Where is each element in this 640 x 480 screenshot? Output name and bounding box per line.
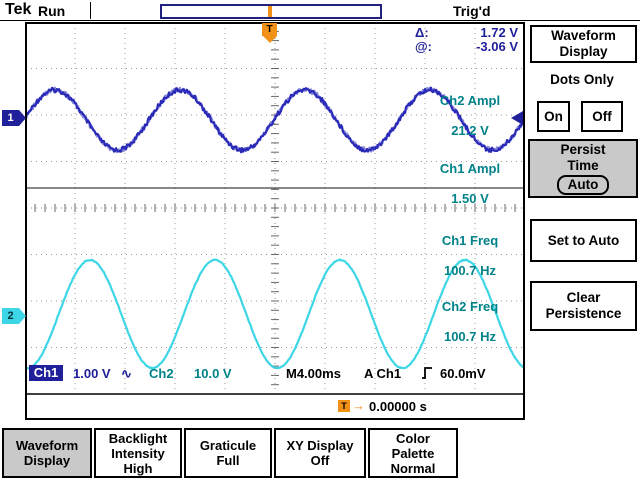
persist-time-value: Auto: [556, 175, 610, 195]
trigger-time-readout: 0.00000 s: [369, 399, 427, 414]
trigger-time-arrow-icon: →: [352, 398, 365, 413]
rising-edge-icon: [422, 367, 432, 379]
measurement-ch2-ampl: Ch2 Ampl 21.2 V: [420, 78, 520, 153]
bottom-menu-color-palette[interactable]: Color Palette Normal: [368, 428, 458, 478]
bottom-menu-graticule[interactable]: Graticule Full: [184, 428, 272, 478]
cursor-delta-value: 1.72 V: [480, 25, 518, 40]
waveform-display-area: [25, 22, 525, 420]
measurement-ch2-freq: Ch2 Freq 100.7 Hz: [420, 284, 520, 359]
measurement-value: 100.7 Hz: [443, 329, 497, 344]
ch1-ground-marker: 1: [2, 110, 26, 126]
measurement-value: 21.2 V: [451, 123, 489, 138]
dots-only-off-button[interactable]: Off: [581, 101, 623, 132]
measurement-label: Ch2 Ampl: [439, 93, 501, 108]
bottom-menu-waveform-display[interactable]: Waveform Display: [2, 428, 92, 478]
ch2-scale-readout: 10.0 V: [194, 366, 232, 381]
top-divider-line: [0, 20, 640, 21]
tek-logo: Tek: [5, 1, 32, 18]
trigger-level-readout: 60.0mV: [440, 366, 486, 381]
persist-time-button[interactable]: Persist Time Auto: [528, 139, 638, 198]
measurement-ch1-ampl: Ch1 Ampl 1.50 V: [420, 146, 520, 221]
cursor-at-readout: @: -3.06 V: [415, 40, 518, 54]
measurement-label: Ch2 Freq: [441, 299, 499, 314]
trigger-time-icon: T: [338, 400, 350, 412]
measurement-label: Ch1 Ampl: [439, 161, 501, 176]
set-to-auto-button[interactable]: Set to Auto: [530, 219, 637, 262]
cursor-delta-label: Δ:: [415, 25, 429, 40]
cursor-at-label: @:: [415, 39, 433, 54]
ch1-right-edge-arrow-icon: [511, 111, 523, 125]
persist-time-label: Persist Time: [560, 142, 606, 173]
ch2-ground-marker: 2: [2, 308, 26, 324]
ch1-coupling-icon: ∿: [121, 366, 132, 381]
ch1-scale-readout: 1.00 V: [73, 366, 111, 381]
trigger-position-marker-icon: T: [262, 23, 277, 36]
clear-persistence-button[interactable]: Clear Persistence: [530, 281, 637, 331]
cursor-at-value: -3.06 V: [476, 39, 518, 54]
cursor-delta-readout: Δ: 1.72 V: [415, 26, 518, 40]
ch2-readout-label: Ch2: [149, 366, 174, 381]
record-view-bar: [160, 4, 382, 19]
trigger-source-readout: A Ch1: [364, 366, 402, 381]
dots-only-on-button[interactable]: On: [537, 101, 570, 132]
side-menu-title: Waveform Display: [530, 25, 637, 63]
record-trigger-position-icon: [268, 6, 272, 17]
measurement-value: 100.7 Hz: [443, 263, 497, 278]
trigger-status: Trig'd: [453, 3, 491, 19]
cursor-readout: Δ: 1.72 V @: -3.06 V: [415, 26, 518, 54]
bottom-menu-xy-display[interactable]: XY Display Off: [274, 428, 366, 478]
ch1-readout-badge: Ch1: [29, 365, 63, 381]
acquisition-status: Run: [38, 3, 66, 19]
measurement-label: Ch1 Freq: [441, 233, 499, 248]
measurement-ch1-freq: Ch1 Freq 100.7 Hz: [420, 218, 520, 293]
timebase-readout: M4.00ms: [286, 366, 341, 381]
side-menu-dots-only-label: Dots Only: [550, 72, 614, 87]
measurement-value: 1.50 V: [451, 191, 489, 206]
top-bar-divider: [90, 2, 91, 19]
bottom-menu-backlight-intensity[interactable]: Backlight Intensity High: [94, 428, 182, 478]
